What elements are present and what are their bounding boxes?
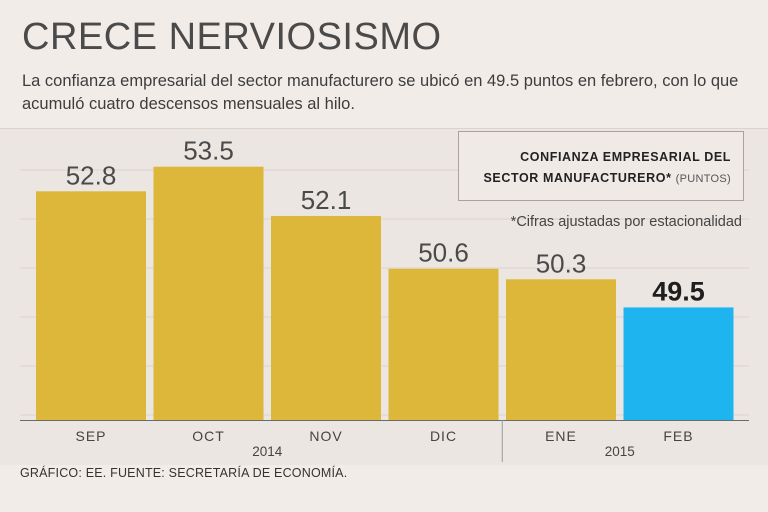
chart-subtitle: La confianza empresarial del sector manu… bbox=[22, 72, 739, 113]
bar-nov bbox=[271, 215, 381, 420]
data-label-nov: 52.1 bbox=[301, 185, 352, 215]
category-label-nov: NOV bbox=[309, 428, 342, 444]
data-label-ene: 50.3 bbox=[536, 248, 587, 278]
footnote: *Cifras ajustadas por estacionalidad bbox=[510, 214, 742, 230]
legend-title-line1: CONFIANZA EMPRESARIAL DEL bbox=[520, 150, 731, 164]
legend-title: CONFIANZA EMPRESARIAL DEL SECTOR MANUFAC… bbox=[459, 147, 731, 190]
data-label-dic: 50.6 bbox=[418, 238, 469, 268]
data-label-feb: 49.5 bbox=[652, 276, 705, 306]
category-label-sep: SEP bbox=[75, 428, 106, 444]
chart-title: CRECE NERVIOSISMO bbox=[22, 16, 442, 58]
category-label-feb: FEB bbox=[663, 428, 693, 444]
category-label-oct: OCT bbox=[192, 428, 225, 444]
category-label-ene: ENE bbox=[545, 428, 577, 444]
bar-sep bbox=[36, 191, 146, 420]
year-label-2015: 2015 bbox=[605, 444, 635, 459]
data-label-oct: 53.5 bbox=[183, 136, 234, 166]
legend-title-line2: SECTOR MANUFACTURERO* bbox=[483, 171, 672, 185]
source-credit: GRÁFICO: EE. FUENTE: SECRETARÍA DE ECONO… bbox=[20, 466, 348, 480]
year-label-2014: 2014 bbox=[252, 444, 283, 459]
category-label-dic: DIC bbox=[430, 428, 457, 444]
legend-box: CONFIANZA EMPRESARIAL DEL SECTOR MANUFAC… bbox=[458, 131, 744, 201]
legend-units: (PUNTOS) bbox=[675, 173, 731, 185]
bar-oct bbox=[153, 166, 264, 420]
data-label-sep: 52.8 bbox=[66, 160, 117, 190]
bar-feb bbox=[623, 307, 734, 420]
bar-dic bbox=[388, 268, 499, 420]
bar-ene bbox=[506, 279, 616, 420]
